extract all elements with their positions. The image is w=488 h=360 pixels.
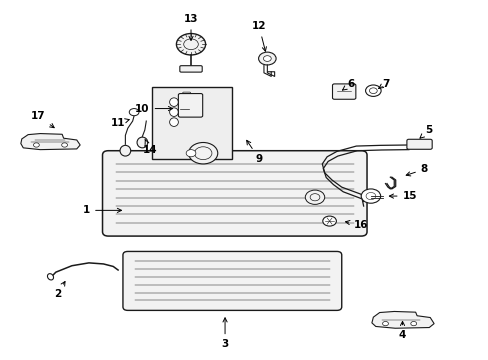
FancyBboxPatch shape <box>180 66 202 72</box>
Text: 4: 4 <box>398 321 406 341</box>
FancyBboxPatch shape <box>152 87 232 158</box>
Text: 13: 13 <box>183 14 198 40</box>
Circle shape <box>186 150 196 157</box>
Circle shape <box>361 189 380 203</box>
FancyBboxPatch shape <box>406 139 431 149</box>
Text: 14: 14 <box>142 139 157 155</box>
FancyBboxPatch shape <box>183 92 190 105</box>
Circle shape <box>365 85 380 96</box>
Circle shape <box>366 193 375 200</box>
Circle shape <box>258 52 276 65</box>
Text: 9: 9 <box>246 140 262 163</box>
Circle shape <box>129 109 139 116</box>
Text: 1: 1 <box>82 205 121 215</box>
Text: 16: 16 <box>345 220 367 230</box>
FancyBboxPatch shape <box>183 102 190 115</box>
Polygon shape <box>371 311 433 328</box>
Circle shape <box>410 321 416 326</box>
Circle shape <box>305 190 324 204</box>
Ellipse shape <box>169 108 178 116</box>
Ellipse shape <box>169 98 178 107</box>
Text: 3: 3 <box>221 318 228 349</box>
FancyBboxPatch shape <box>332 84 355 99</box>
Text: 17: 17 <box>30 111 54 128</box>
Text: 11: 11 <box>111 118 129 128</box>
Circle shape <box>263 56 271 62</box>
Circle shape <box>194 147 211 159</box>
Ellipse shape <box>47 274 53 280</box>
Text: 2: 2 <box>54 282 65 299</box>
Circle shape <box>33 143 39 147</box>
FancyBboxPatch shape <box>102 151 366 236</box>
Circle shape <box>369 88 376 94</box>
Text: 10: 10 <box>135 104 172 113</box>
Ellipse shape <box>120 145 130 156</box>
Circle shape <box>309 194 319 201</box>
Text: 15: 15 <box>388 191 416 201</box>
Circle shape <box>322 216 336 226</box>
Circle shape <box>188 143 217 164</box>
Text: 6: 6 <box>342 78 354 90</box>
Text: 12: 12 <box>251 21 266 51</box>
FancyBboxPatch shape <box>178 94 202 117</box>
Circle shape <box>382 321 387 326</box>
Ellipse shape <box>169 118 178 126</box>
Polygon shape <box>21 134 80 150</box>
Text: 8: 8 <box>406 164 427 176</box>
Circle shape <box>183 39 198 50</box>
Circle shape <box>61 143 67 147</box>
Circle shape <box>176 33 205 55</box>
Text: 7: 7 <box>378 78 388 89</box>
Ellipse shape <box>137 137 147 148</box>
FancyBboxPatch shape <box>122 251 341 310</box>
Text: 5: 5 <box>419 125 432 138</box>
